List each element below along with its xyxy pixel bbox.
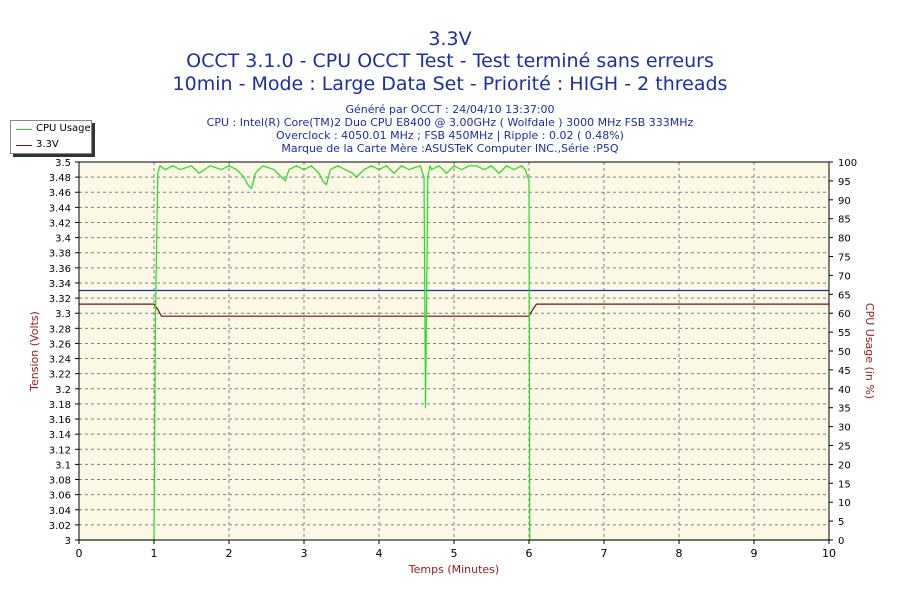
y-right-tick-label: 45 (838, 366, 851, 377)
x-tick-label: 9 (751, 547, 758, 560)
x-tick-label: 7 (601, 547, 608, 560)
y-left-tick-label: 3.24 (49, 355, 71, 366)
chart-title: 3.3V (428, 28, 472, 50)
y-right-tick-label: 70 (838, 271, 851, 282)
y-right-tick-label: 15 (838, 479, 851, 490)
y-left-tick-label: 3.22 (49, 370, 71, 381)
legend-label-3v3: 3.3V (36, 139, 59, 150)
y-left-tick-label: 3.38 (49, 249, 71, 260)
x-tick-label: 4 (376, 547, 383, 560)
y-left-tick-label: 3.12 (49, 445, 71, 456)
x-tick-label: 6 (526, 547, 533, 560)
info-overclock: Overclock : 4050.01 MHz ; FSB 450MHz | R… (276, 129, 624, 142)
y-right-tick-label: 35 (838, 404, 851, 415)
series-line-cpu-usage (79, 165, 829, 541)
legend-swatch-cpu-usage (16, 129, 32, 130)
y-right-tick-label: 20 (838, 460, 851, 471)
y-left-tick-label: 3.28 (49, 324, 71, 335)
y-left-tick-label: 3.08 (49, 476, 71, 487)
y-left-tick-label: 3.42 (49, 218, 71, 229)
legend-swatch-3v3 (16, 145, 32, 146)
x-tick-label: 5 (451, 547, 458, 560)
y-right-tick-label: 100 (838, 158, 857, 169)
y-left-tick-label: 3.2 (55, 385, 71, 396)
x-tick-label: 0 (76, 547, 83, 560)
y-right-tick-label: 0 (838, 536, 844, 547)
y-right-tick-label: 60 (838, 309, 851, 320)
grid-lines (79, 162, 829, 540)
y-right-tick-label: 5 (838, 517, 844, 528)
y-right-tick-label: 75 (838, 253, 851, 264)
y-right-tick-label: 40 (838, 385, 851, 396)
y-left-tick-label: 3.18 (49, 400, 71, 411)
chart-subtitle-test: OCCT 3.1.0 - CPU OCCT Test - Test termin… (186, 50, 714, 72)
y-right-tick-label: 30 (838, 423, 851, 434)
y-left-tick-label: 3.34 (49, 279, 71, 290)
series-line-3v3 (79, 303, 829, 317)
chart-subtitle-mode: 10min - Mode : Large Data Set - Priorité… (172, 73, 728, 95)
y-left-tick-label: 3.5 (55, 158, 71, 169)
y-left-tick-label: 3.32 (49, 294, 71, 305)
x-tick-label: 2 (226, 547, 233, 560)
x-tick-label: 1 (151, 547, 158, 560)
legend-item-cpu-usage: CPU Usage (11, 123, 91, 137)
info-generated: Généré par OCCT : 24/04/10 13:37:00 (345, 103, 555, 116)
x-tick-label: 3 (301, 547, 308, 560)
info-cpu: CPU : Intel(R) Core(TM)2 Duo CPU E8400 @… (206, 116, 694, 129)
y-left-tick-label: 3.06 (49, 491, 71, 502)
y-right-tick-label: 10 (838, 498, 851, 509)
legend-label-cpu-usage: CPU Usage (36, 123, 91, 134)
y-left-tick-label: 3.4 (55, 234, 71, 245)
y-left-tick-label: 3.48 (49, 173, 71, 184)
y-left-tick-label: 3.26 (49, 339, 71, 350)
y-right-tick-label: 65 (838, 290, 851, 301)
y-left-tick-label: 3.1 (55, 460, 71, 471)
y-axis-title-left: Tension (Volts) (28, 311, 41, 392)
y-left-tick-label: 3.36 (49, 264, 71, 275)
x-tick-label: 10 (822, 547, 836, 560)
y-right-tick-label: 55 (838, 328, 851, 339)
y-left-tick-label: 3.3 (55, 309, 71, 320)
legend-item-3v3: 3.3V (11, 139, 91, 153)
y-right-tick-label: 25 (838, 442, 851, 453)
info-motherboard: Marque de la Carte Mère :ASUSTeK Compute… (281, 142, 619, 155)
y-right-tick-label: 85 (838, 215, 851, 226)
y-right-tick-label: 80 (838, 234, 851, 245)
legend: CPU Usage 3.3V (10, 120, 92, 154)
series-group (79, 165, 829, 541)
x-axis-title: Temps (Minutes) (408, 563, 499, 576)
tick-labels: 0 1 2 3 4 5 6 7 8 9 1033.023.043.063.083.13.123.14… (49, 158, 857, 560)
y-right-tick-label: 95 (838, 177, 851, 188)
y-left-tick-label: 3 (65, 536, 71, 547)
y-left-tick-label: 3.46 (49, 188, 71, 199)
y-axis-title-right: CPU Usage (in %) (863, 303, 876, 399)
y-left-tick-label: 3.44 (49, 203, 71, 214)
x-tick-label: 8 (676, 547, 683, 560)
y-right-tick-label: 90 (838, 196, 851, 207)
y-left-tick-label: 3.02 (49, 521, 71, 532)
y-left-tick-label: 3.16 (49, 415, 71, 426)
y-right-tick-label: 50 (838, 347, 851, 358)
y-left-tick-label: 3.14 (49, 430, 71, 441)
y-left-tick-label: 3.04 (49, 506, 71, 517)
